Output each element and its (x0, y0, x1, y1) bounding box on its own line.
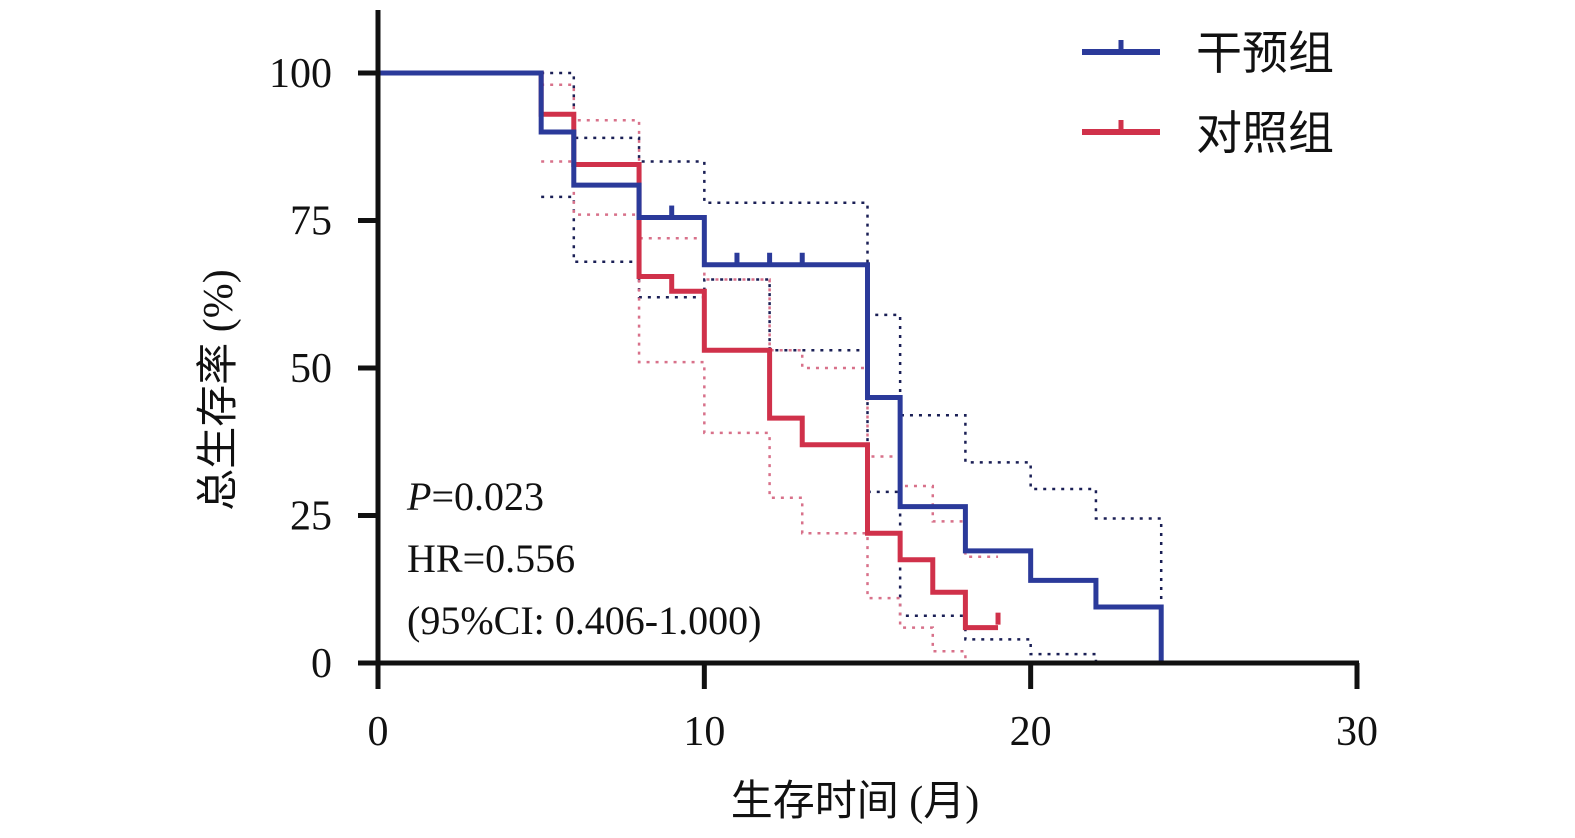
legend-label: 对照组 (1196, 108, 1334, 159)
y-tick-label: 25 (290, 494, 332, 540)
ci-lower-line (541, 195, 1194, 665)
survival-curves (378, 70, 1164, 663)
axes (375, 10, 1359, 666)
y-tick-label: 100 (269, 51, 332, 97)
x-tick-label: 10 (683, 709, 725, 755)
survival-curve (378, 70, 1164, 663)
x-tick-label: 0 (368, 709, 389, 755)
x-axis-label: 生存时间 (月) (731, 779, 979, 825)
hr-annotation: HR=0.556 (407, 536, 575, 581)
y-tick-label: 50 (290, 346, 332, 392)
ticks: 0 10 20 30 0 25 50 75 100 (269, 51, 1378, 755)
y-axis-label: 总生存率 (%) (195, 269, 242, 510)
ci-annotation: (95%CI: 0.406-1.000) (407, 598, 761, 643)
x-tick-label: 30 (1336, 709, 1378, 755)
y-tick-label: 0 (311, 641, 332, 687)
x-tick-label: 20 (1010, 709, 1052, 755)
p-value-annotation: P=0.023 (406, 474, 544, 519)
p-label: P (406, 474, 431, 519)
p-value: =0.023 (431, 474, 544, 519)
y-tick-label: 75 (290, 199, 332, 245)
legend-label: 干预组 (1196, 28, 1334, 79)
confidence-bands (541, 71, 1194, 665)
